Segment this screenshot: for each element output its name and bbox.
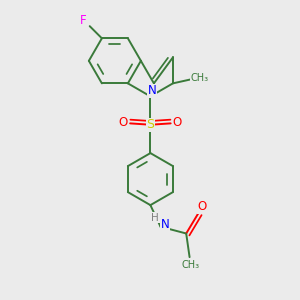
Text: S: S [146,118,154,131]
Text: F: F [80,14,87,27]
Text: CH₃: CH₃ [190,73,208,83]
Text: N: N [161,218,170,230]
Text: O: O [198,200,207,213]
Text: O: O [119,116,128,128]
Text: CH₃: CH₃ [181,260,199,270]
Text: H: H [151,213,159,223]
Text: O: O [173,116,182,128]
Text: N: N [147,85,156,98]
